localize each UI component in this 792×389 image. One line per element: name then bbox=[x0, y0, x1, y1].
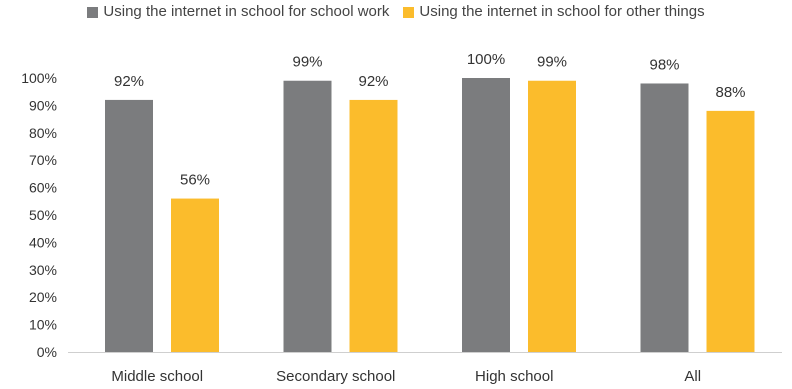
legend-item-school-work: Using the internet in school for school … bbox=[87, 2, 389, 22]
data-label: 56% bbox=[180, 172, 210, 189]
data-label: 88% bbox=[715, 84, 745, 101]
x-tick-label: All bbox=[684, 368, 701, 385]
bar bbox=[462, 78, 510, 352]
legend-swatch-school-work bbox=[87, 6, 99, 18]
bar bbox=[528, 80, 576, 353]
legend: Using the internet in school for school … bbox=[0, 2, 792, 22]
legend-item-other-things: Using the internet in school for other t… bbox=[403, 2, 705, 22]
data-label: 98% bbox=[649, 56, 679, 73]
legend-label-other-things: Using the internet in school for other t… bbox=[419, 3, 705, 20]
y-tick-label: 40% bbox=[29, 234, 57, 250]
y-tick-label: 100% bbox=[21, 70, 57, 86]
legend-label-school-work: Using the internet in school for school … bbox=[103, 3, 390, 20]
bar bbox=[706, 110, 755, 352]
y-tick-label: 0% bbox=[37, 344, 57, 360]
y-tick-label: 60% bbox=[29, 180, 57, 196]
y-tick-label: 80% bbox=[29, 125, 57, 141]
bar bbox=[105, 99, 153, 352]
y-tick-label: 20% bbox=[29, 289, 57, 305]
y-tick-label: 10% bbox=[29, 317, 57, 333]
bar bbox=[283, 80, 332, 353]
data-label: 99% bbox=[537, 54, 567, 71]
bar bbox=[640, 83, 689, 352]
data-label: 92% bbox=[358, 73, 388, 90]
data-label: 92% bbox=[114, 73, 144, 90]
data-label: 100% bbox=[467, 51, 505, 68]
y-tick-label: 50% bbox=[29, 207, 57, 223]
bar bbox=[349, 99, 398, 352]
bar bbox=[171, 198, 219, 352]
data-label: 99% bbox=[292, 54, 322, 71]
legend-swatch-other-things bbox=[403, 6, 415, 18]
x-tick-label: High school bbox=[475, 368, 553, 385]
y-tick-label: 90% bbox=[29, 97, 57, 113]
y-tick-label: 30% bbox=[29, 262, 57, 278]
x-tick-label: Secondary school bbox=[276, 368, 395, 385]
y-tick-label: 70% bbox=[29, 152, 57, 168]
x-tick-label: Middle school bbox=[111, 368, 203, 385]
